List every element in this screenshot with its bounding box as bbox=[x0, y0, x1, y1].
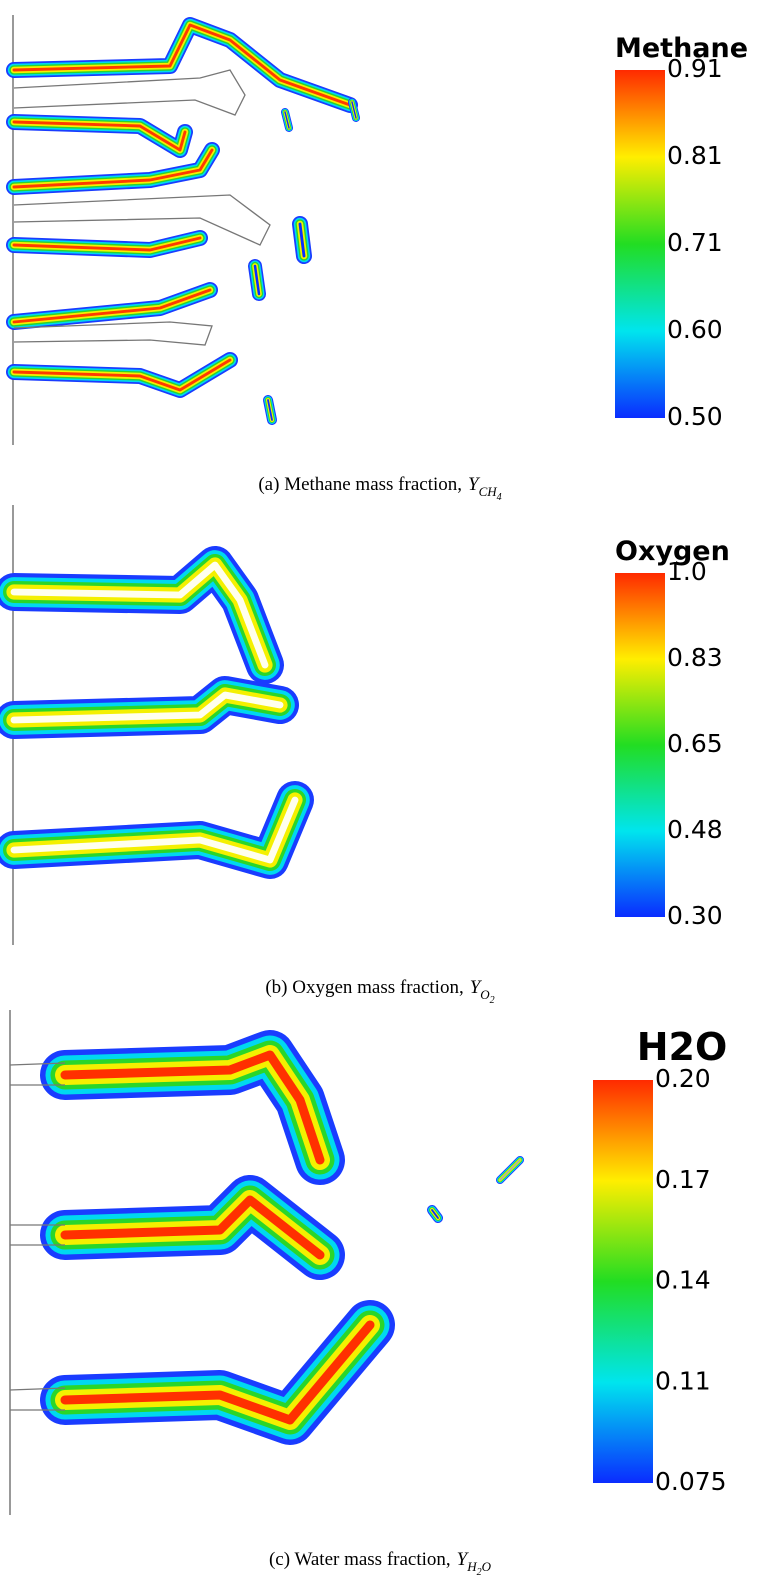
jet-core bbox=[12, 148, 214, 189]
iso-line bbox=[13, 69, 246, 116]
contours bbox=[0, 17, 524, 1445]
colorbar-title: Oxygen bbox=[615, 536, 730, 567]
caption-text: (c) Water mass fraction, bbox=[269, 1549, 451, 1570]
jet-core bbox=[12, 23, 352, 107]
colorbar-tick: 0.50 bbox=[667, 402, 723, 431]
colorbar bbox=[615, 70, 665, 418]
colorbar-tick: 0.83 bbox=[667, 643, 723, 672]
colorbar bbox=[593, 1080, 653, 1483]
jet-core bbox=[284, 111, 290, 129]
iso-line bbox=[13, 321, 213, 346]
jet-core bbox=[12, 358, 232, 392]
caption-text: (a) Methane mass fraction, bbox=[258, 474, 462, 495]
caption-subscript: O bbox=[480, 987, 490, 1002]
jet-core bbox=[10, 561, 269, 669]
jet-core bbox=[12, 236, 202, 252]
jet-core bbox=[351, 101, 357, 119]
colorbar-title: Methane bbox=[615, 33, 748, 64]
colorbar-tick: 0.65 bbox=[667, 729, 723, 758]
colorbar-tick: 0.14 bbox=[655, 1266, 711, 1295]
jet-core bbox=[499, 1159, 521, 1181]
colorbar-tick: 0.075 bbox=[655, 1467, 727, 1496]
colorbar-tick: 0.20 bbox=[655, 1064, 711, 1093]
caption-text: (b) Oxygen mass fraction, bbox=[265, 977, 463, 998]
caption-symbol: Y bbox=[470, 977, 483, 998]
caption-subscript: 4 bbox=[497, 492, 502, 503]
caption-symbol: Y bbox=[468, 474, 481, 495]
colorbar-tick: 1.0 bbox=[667, 557, 707, 586]
jet-core bbox=[60, 1050, 325, 1165]
jet-core bbox=[431, 1209, 439, 1219]
caption: (c) Water mass fraction, YH2O bbox=[269, 1549, 492, 1578]
colorbar-tick: 0.71 bbox=[667, 228, 723, 257]
colorbar-tick: 0.81 bbox=[667, 141, 723, 170]
colorbar-tick: 0.11 bbox=[655, 1366, 711, 1395]
caption-subscript: 2 bbox=[490, 995, 495, 1006]
colorbar bbox=[615, 573, 665, 917]
colorbar-tick: 0.30 bbox=[667, 901, 723, 930]
caption-symbol: Y bbox=[457, 1549, 470, 1570]
jet-core bbox=[12, 120, 187, 152]
jet-core bbox=[298, 222, 306, 258]
caption-subscript: 2 bbox=[477, 1567, 482, 1578]
caption: (b) Oxygen mass fraction, YO2 bbox=[265, 977, 494, 1006]
jet-core bbox=[10, 796, 299, 864]
colorbar-tick: 0.60 bbox=[667, 315, 723, 344]
iso-line bbox=[9, 1387, 66, 1391]
jet-core bbox=[253, 264, 261, 296]
iso-line bbox=[13, 194, 271, 246]
jet-core bbox=[60, 1195, 325, 1260]
caption: (a) Methane mass fraction, YCH4 bbox=[258, 474, 501, 503]
jet-core bbox=[10, 691, 284, 724]
colorbar-title: H2O bbox=[637, 1025, 728, 1069]
jet-core bbox=[60, 1320, 375, 1425]
colorbar-tick: 0.17 bbox=[655, 1165, 711, 1194]
caption-subscript: H bbox=[466, 1559, 477, 1574]
caption-subscript: O bbox=[482, 1559, 492, 1574]
iso-line bbox=[9, 1062, 66, 1066]
colorbar-tick: 0.48 bbox=[667, 815, 723, 844]
colorbar-tick: 0.91 bbox=[667, 54, 723, 83]
jet-core bbox=[267, 399, 273, 421]
caption-subscript: CH bbox=[479, 484, 498, 499]
jet-core bbox=[12, 288, 212, 324]
